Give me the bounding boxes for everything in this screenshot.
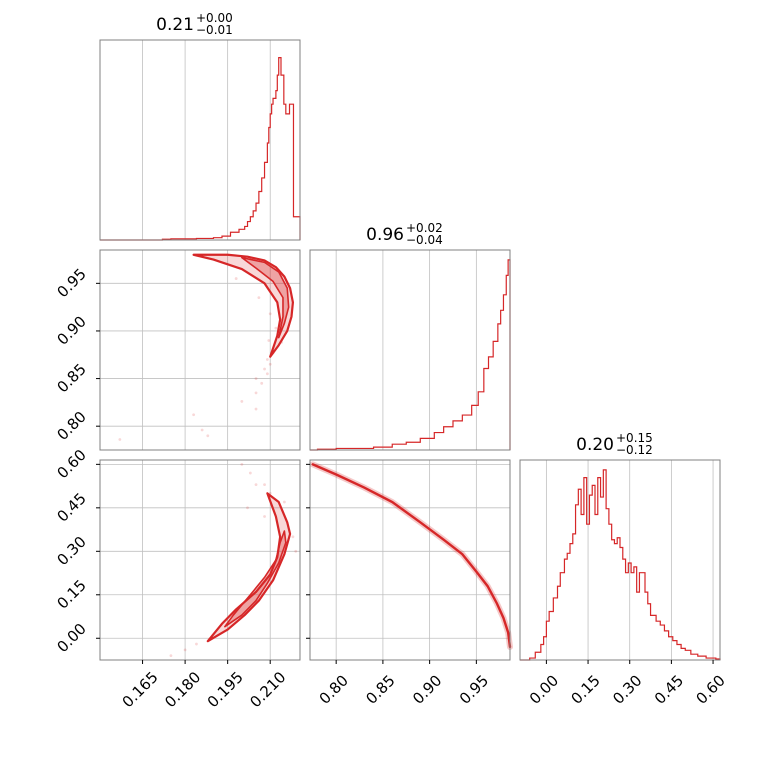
panel-title-upper-error: +0.02: [406, 221, 443, 235]
sample-point: [248, 471, 252, 475]
panel-title-value: 0.96: [366, 225, 404, 245]
x-tick-label: 0.80: [316, 671, 352, 707]
panel-corner-param1-param3: 0.00 0.15 0.30 0.45 0.60 0.165 0.180 0.195 0.210: [53, 446, 301, 711]
sample-point: [240, 462, 244, 466]
panel-hist-param2: 0.96 +0.02−0.04: [309, 221, 511, 451]
panel-title-upper-error: +0.15: [616, 431, 653, 445]
sample-point: [254, 377, 258, 380]
panel-frame: [99, 39, 301, 241]
x-tick-label: 0.45: [651, 671, 687, 707]
sample-band: [309, 461, 513, 650]
sample-point: [291, 535, 295, 539]
sample-point: [265, 372, 269, 376]
y-tick-label: 0.95: [53, 265, 89, 301]
panel-hist-param3: 0.20 +0.15−0.12 0.00 0.15 0.30 0.45 0.60: [519, 431, 729, 708]
x-tick-label: 0.180: [161, 668, 204, 711]
sample-point: [268, 312, 272, 316]
sample-point: [294, 549, 298, 553]
panel-hist-param1: 0.21 +0.00−0.01: [99, 11, 301, 241]
x-tick-label: 0.165: [119, 668, 162, 711]
histogram-step-line: [100, 57, 301, 241]
sample-point: [169, 654, 173, 658]
sample-point: [183, 648, 187, 652]
sample-point: [263, 483, 266, 487]
panel-corner-param1-param2: 0.80 0.85 0.90 0.95: [53, 249, 301, 451]
sample-point: [254, 407, 258, 411]
sample-point: [282, 500, 286, 504]
panel-frame: [99, 249, 301, 451]
contour-outer: [192, 253, 295, 358]
y-tick-label: 0.80: [53, 408, 89, 444]
y-tick-label: 0.90: [53, 312, 89, 348]
sample-point: [254, 483, 258, 487]
x-tick-label: 0.15: [568, 671, 604, 707]
x-tick-label: 0.90: [409, 671, 445, 707]
sample-point: [234, 277, 238, 280]
panel-frame: [309, 459, 511, 661]
contour-line: [311, 463, 512, 649]
x-tick-label: 0.60: [693, 671, 729, 707]
sample-point: [240, 400, 244, 403]
sample-point: [200, 428, 204, 432]
x-tick-label: 0.95: [456, 671, 492, 707]
x-tick-label: 0.195: [204, 668, 247, 711]
y-tick-label: 0.85: [53, 360, 89, 396]
contour-outer: [206, 492, 292, 643]
sample-point: [260, 381, 264, 385]
y-tick-label: 0.15: [53, 576, 89, 612]
sample-point: [195, 642, 198, 646]
panel-title-upper-error: +0.00: [196, 11, 233, 25]
sample-point: [265, 358, 269, 361]
x-tick-label: 0.00: [526, 671, 562, 707]
x-tick-label: 0.30: [609, 671, 645, 707]
panel-title-lower-error: −0.01: [196, 23, 233, 37]
panel-frame: [99, 459, 301, 661]
y-tick-label: 0.45: [53, 489, 89, 525]
contour-inner: [241, 256, 290, 339]
histogram-step-line: [310, 259, 511, 451]
sample-point: [118, 438, 122, 441]
y-tick-label: 0.00: [53, 620, 89, 656]
y-tick-label: 0.30: [53, 533, 89, 569]
panel-title-value: 0.21: [156, 15, 194, 35]
x-tick-label: 0.210: [246, 668, 289, 711]
panel-title-lower-error: −0.04: [406, 233, 443, 247]
sample-point: [254, 391, 258, 395]
sample-point: [257, 296, 261, 300]
sample-point: [263, 367, 266, 371]
histogram-step-line: [520, 469, 721, 661]
y-tick-label: 0.60: [53, 446, 89, 482]
panel-title-value: 0.20: [576, 435, 614, 455]
sample-point: [268, 362, 272, 366]
panel-corner-param2-param3: 0.80 0.85 0.90 0.95: [306, 459, 513, 708]
contour-inner: [224, 530, 287, 628]
sample-point: [274, 326, 278, 330]
sample-point: [246, 506, 249, 510]
sample-point: [263, 515, 266, 518]
sample-point: [192, 413, 196, 417]
x-tick-label: 0.85: [362, 671, 398, 707]
panel-frame: [519, 459, 721, 661]
sample-point: [267, 339, 271, 342]
sample-point: [206, 434, 210, 438]
panel-frame: [309, 249, 511, 451]
panel-title-lower-error: −0.12: [616, 443, 653, 457]
